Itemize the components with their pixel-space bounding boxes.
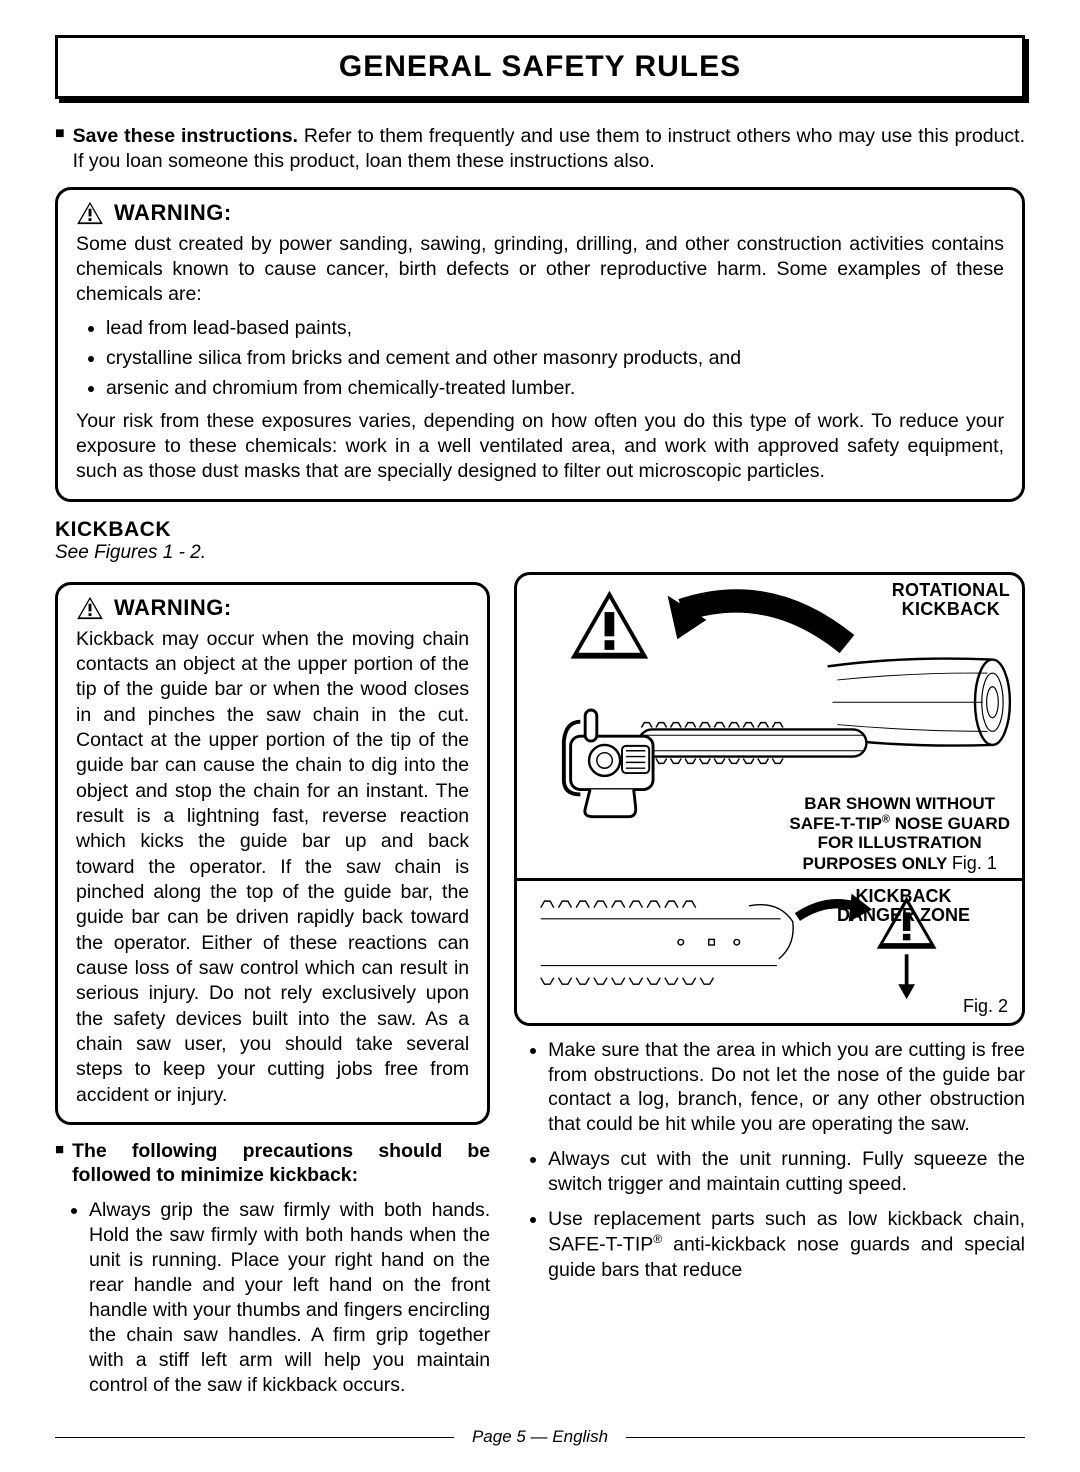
- right-column: ROTATIONAL KICKBACK BAR SHOWN WITHOUT SA…: [514, 572, 1025, 1408]
- warning-p2: Your risk from these exposures varies, d…: [76, 409, 1004, 485]
- kickback-title: KICKBACK: [55, 518, 1025, 542]
- page-number: Page 5 — English: [454, 1427, 626, 1447]
- rotational-kickback-label: ROTATIONAL KICKBACK: [892, 581, 1010, 621]
- figure-1-note: BAR SHOWN WITHOUT SAFE-T-TIP® NOSE GUARD…: [789, 794, 1010, 874]
- precautions-intro-text: The following precautions should be foll…: [72, 1139, 490, 1188]
- warning-p1: Some dust created by power sanding, sawi…: [76, 232, 1004, 308]
- page-title: GENERAL SAFETY RULES: [58, 50, 1022, 84]
- intro-section: ■ Save these instructions. Refer to them…: [55, 124, 1025, 175]
- precaution-item: Always cut with the unit running. Fully …: [548, 1147, 1025, 1197]
- warning-bullet: lead from lead-based paints,: [106, 314, 1004, 342]
- warning-header: WARNING:: [76, 200, 1004, 226]
- precaution-item: Use replacement parts such as low kickba…: [548, 1207, 1025, 1282]
- page-footer: Page 5 — English: [55, 1427, 1025, 1447]
- note-line-2: SAFE-T-TIP® NOSE GUARD: [789, 814, 1010, 833]
- figure-1: ROTATIONAL KICKBACK BAR SHOWN WITHOUT SA…: [517, 575, 1022, 878]
- left-column: WARNING: Kickback may occur when the mov…: [55, 572, 490, 1408]
- footer-line-right: [626, 1437, 1025, 1438]
- danger-zone-label: KICKBACK DANGER ZONE: [837, 887, 970, 927]
- warning-bullet: crystalline silica from bricks and cemen…: [106, 344, 1004, 372]
- square-bullet-icon: ■: [55, 124, 65, 175]
- two-column-layout: WARNING: Kickback may occur when the mov…: [55, 572, 1025, 1408]
- figure-2-number: Fig. 2: [963, 996, 1008, 1017]
- precautions-list-left: Always grip the saw firmly with both han…: [89, 1198, 490, 1398]
- figure-2: KICKBACK DANGER ZONE Fig. 2: [517, 878, 1022, 1023]
- warning-label: WARNING:: [114, 595, 232, 621]
- warning-label: WARNING:: [114, 200, 232, 226]
- precaution-item: Always grip the saw firmly with both han…: [89, 1198, 490, 1398]
- square-bullet-icon: ■: [55, 1141, 64, 1188]
- warning-triangle-icon: [76, 596, 104, 620]
- precaution-item: Make sure that the area in which you are…: [548, 1038, 1025, 1138]
- see-figures: See Figures 1 - 2.: [55, 542, 1025, 564]
- precautions-intro: ■ The following precautions should be fo…: [55, 1139, 490, 1188]
- warning-kickback-text: Kickback may occur when the moving chain…: [76, 627, 469, 1109]
- warning-triangle-icon: [76, 201, 104, 225]
- intro-item: ■ Save these instructions. Refer to them…: [55, 124, 1025, 175]
- footer-line-left: [55, 1437, 454, 1438]
- precautions-list-right: Make sure that the area in which you are…: [548, 1038, 1025, 1283]
- figures-box: ROTATIONAL KICKBACK BAR SHOWN WITHOUT SA…: [514, 572, 1025, 1026]
- warning-bullets: lead from lead-based paints, crystalline…: [106, 314, 1004, 403]
- warning-box-kickback: WARNING: Kickback may occur when the mov…: [55, 582, 490, 1126]
- page-title-box: GENERAL SAFETY RULES: [55, 35, 1025, 99]
- warning-box-dust: WARNING: Some dust created by power sand…: [55, 187, 1025, 502]
- warning-header: WARNING:: [76, 595, 469, 621]
- warning-bullet: arsenic and chromium from chemically-tre…: [106, 374, 1004, 402]
- intro-text: Save these instructions. Refer to them f…: [73, 124, 1025, 175]
